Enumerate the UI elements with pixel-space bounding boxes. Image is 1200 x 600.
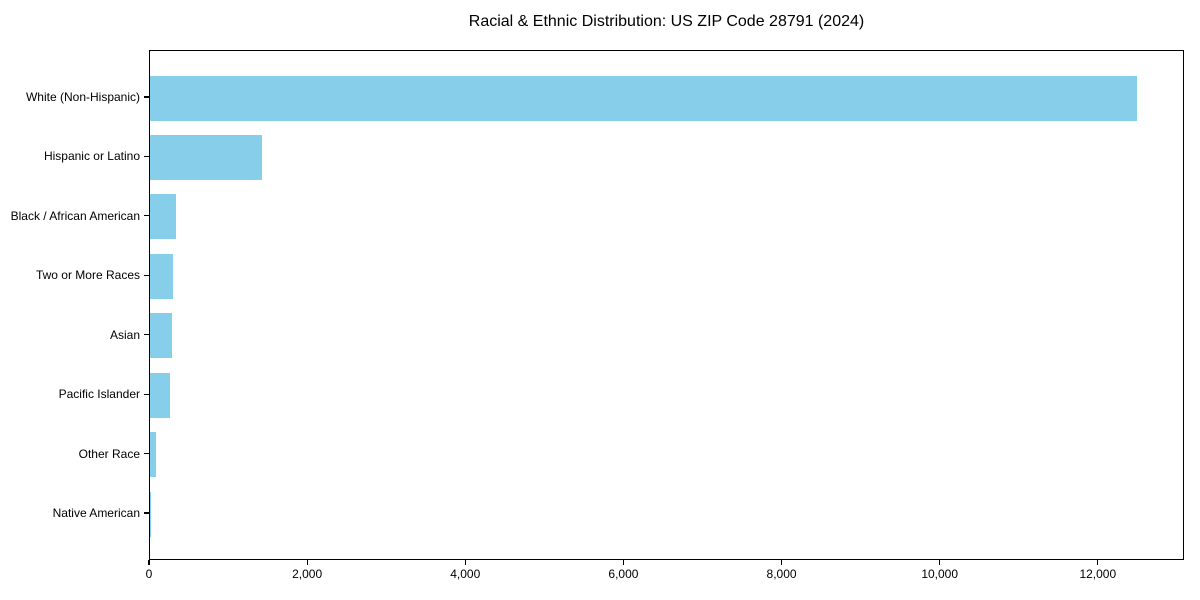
y-tick-mark: [144, 274, 149, 276]
bar-asian: [150, 313, 173, 359]
y-tick-label-asian: Asian: [109, 327, 140, 342]
y-tick-label-hispanic-or-latino: Hispanic or Latino: [43, 149, 140, 164]
y-tick-mark: [144, 393, 149, 395]
plot-area: [149, 50, 1184, 560]
x-tick-label-2000: 2,000: [292, 567, 323, 581]
chart-title: Racial & Ethnic Distribution: US ZIP Cod…: [468, 13, 865, 30]
x-tick-label-4000: 4,000: [450, 567, 481, 581]
y-tick-mark: [144, 512, 149, 514]
y-tick-label-other-race: Other Race: [78, 446, 140, 461]
bar-pacific-islander: [150, 372, 170, 418]
y-tick-mark: [144, 155, 149, 158]
x-tick-label-0: 0: [145, 567, 153, 581]
y-tick-mark: [144, 334, 149, 336]
x-tick-mark: [622, 560, 624, 565]
bar-native-american: [150, 491, 151, 537]
x-tick-label-10000: 10,000: [921, 567, 959, 581]
y-tick-label-pacific-islander: Pacific Islander: [58, 387, 140, 402]
x-tick-mark: [148, 560, 150, 565]
y-tick-mark: [144, 215, 149, 217]
y-tick-mark: [144, 452, 149, 455]
y-tick-label-black-african-american: Black / African American: [10, 208, 140, 223]
y-tick-label-native-american: Native American: [52, 506, 140, 520]
bar-other-race: [150, 432, 156, 478]
bar-black-african-american: [150, 194, 177, 240]
x-tick-label-12000: 12,000: [1079, 567, 1117, 581]
x-tick-mark: [939, 560, 941, 565]
x-tick-label-6000: 6,000: [608, 567, 639, 581]
x-tick-mark: [1097, 560, 1099, 565]
y-tick-mark: [144, 96, 149, 98]
bar-hispanic-or-latino: [150, 134, 263, 180]
x-tick-mark: [306, 560, 308, 565]
x-tick-label-8000: 8,000: [766, 567, 797, 581]
y-tick-label-white-non-hispanic: White (Non-Hispanic): [25, 90, 140, 104]
x-tick-mark: [780, 560, 783, 565]
x-tick-mark: [464, 560, 466, 565]
bar-two-or-more-races: [150, 253, 173, 299]
y-tick-label-two-or-more-races: Two or More Races: [35, 268, 140, 283]
bar-white-non-hispanic: [150, 75, 1137, 121]
